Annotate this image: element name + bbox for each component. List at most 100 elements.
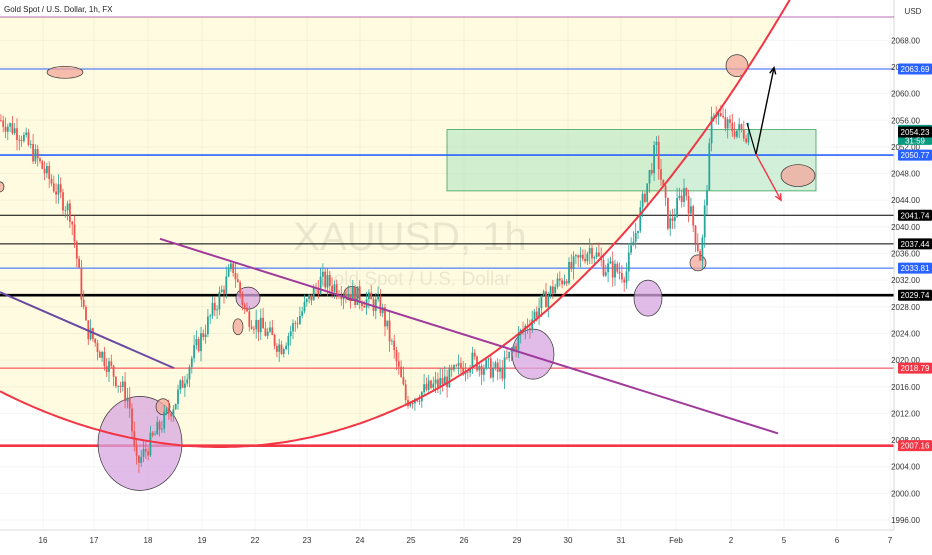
candle-body <box>144 449 147 452</box>
candle-body <box>32 143 34 162</box>
time-tick-label: 29 <box>513 536 522 545</box>
candle-body <box>621 273 623 280</box>
bearish-projection-arrow-head <box>774 193 782 202</box>
candle-body <box>687 196 690 214</box>
candle-body <box>181 380 184 388</box>
candle-body <box>430 380 432 388</box>
candle-body <box>466 371 469 373</box>
candle-body <box>512 346 515 351</box>
candle-body <box>650 169 653 174</box>
watermark: XAUUSD, 1h Gold Spot / U.S. Dollar <box>293 215 526 290</box>
candle-body <box>296 323 299 325</box>
candle-body <box>480 365 483 375</box>
close-price-tag-bg <box>898 126 932 138</box>
candle-body <box>112 365 115 377</box>
candle-body <box>561 280 563 285</box>
candle-body <box>55 191 57 195</box>
candle-body <box>223 289 225 294</box>
candle-body <box>361 302 363 307</box>
candle-body <box>501 367 504 379</box>
candle-body <box>393 340 396 350</box>
candle-body <box>423 384 425 392</box>
candle-body <box>322 271 324 277</box>
time-tick-label: 18 <box>144 536 153 545</box>
candle-body <box>577 255 580 258</box>
candle-body <box>163 411 166 429</box>
candle-body <box>0 120 2 122</box>
candle-body <box>690 206 692 214</box>
trendline-descending <box>159 237 779 435</box>
candle-body <box>616 263 619 272</box>
candle-body <box>94 338 97 343</box>
candle-body <box>448 367 451 388</box>
candle-body <box>73 224 76 242</box>
candle-body <box>16 128 18 140</box>
candle-body <box>637 230 639 233</box>
candle-body <box>703 205 706 238</box>
candle-body <box>324 271 327 288</box>
candle-body <box>483 368 485 375</box>
candle-body <box>276 345 278 352</box>
candle-body <box>499 367 501 372</box>
candle-body <box>450 367 453 370</box>
candle-body <box>411 403 414 404</box>
time-axis[interactable]: 16 17 18 19 22 23 24 25 26 29 30 31 Feb 2 5 6 7 <box>39 536 893 545</box>
candle-body <box>591 247 593 259</box>
candle-body <box>692 206 695 226</box>
candle-body <box>259 317 262 333</box>
candle-body <box>158 421 161 430</box>
level-tag-2029.74-text: 2029.74 <box>901 291 930 300</box>
candle-body <box>598 252 600 257</box>
candle-body <box>312 287 315 301</box>
candle-body <box>331 285 333 292</box>
candle-body <box>722 115 724 118</box>
candle-body <box>280 344 283 354</box>
parabolic-support-curve <box>0 0 791 448</box>
candle-body <box>515 346 517 351</box>
candle-body <box>634 232 637 242</box>
level-tag-2050.77-bg <box>898 149 932 161</box>
watermark-ticker: XAUUSD, 1h <box>293 215 526 259</box>
candle-body <box>644 193 646 202</box>
candle-body <box>542 291 545 296</box>
candle-body <box>75 241 78 259</box>
time-tick-label: 16 <box>39 536 48 545</box>
candle-body <box>20 140 23 141</box>
candle-body <box>305 299 308 302</box>
candle-body <box>729 119 731 123</box>
candle-body <box>151 432 154 436</box>
candle-body <box>533 311 536 320</box>
candle-body <box>128 397 131 409</box>
candle-body <box>554 286 557 294</box>
candle-body <box>742 129 745 139</box>
candle-body <box>41 161 44 169</box>
candle-body <box>694 225 697 244</box>
candle-body <box>230 263 232 270</box>
candle-body <box>556 278 559 287</box>
candle-body <box>657 141 660 170</box>
level-tag-2018.79-bg <box>898 362 932 374</box>
candle-body <box>36 149 39 159</box>
level-tag-2033.81-text: 2033.81 <box>901 264 930 273</box>
candle-body <box>23 134 25 141</box>
candle-body <box>62 192 64 211</box>
candle-body <box>154 434 156 436</box>
candle-body <box>138 455 140 463</box>
bearish-projection-arrow <box>755 153 782 201</box>
price-tick-label: 2000.00 <box>891 489 920 498</box>
candle-body <box>110 361 113 366</box>
annotation-ellipse <box>97 396 183 491</box>
candle-body <box>363 306 366 308</box>
candle-body <box>82 299 85 307</box>
candle-body <box>131 408 133 432</box>
candle-body <box>648 169 651 184</box>
time-tick-label: 6 <box>835 536 840 545</box>
candle-body <box>455 365 458 367</box>
annotation-ellipse <box>511 328 555 380</box>
drawings-layer <box>0 0 791 448</box>
candle-body <box>234 273 237 280</box>
level-tag-2037.44: 2037.44 <box>898 238 932 250</box>
candle-body <box>614 263 616 278</box>
candle-body <box>724 117 727 129</box>
